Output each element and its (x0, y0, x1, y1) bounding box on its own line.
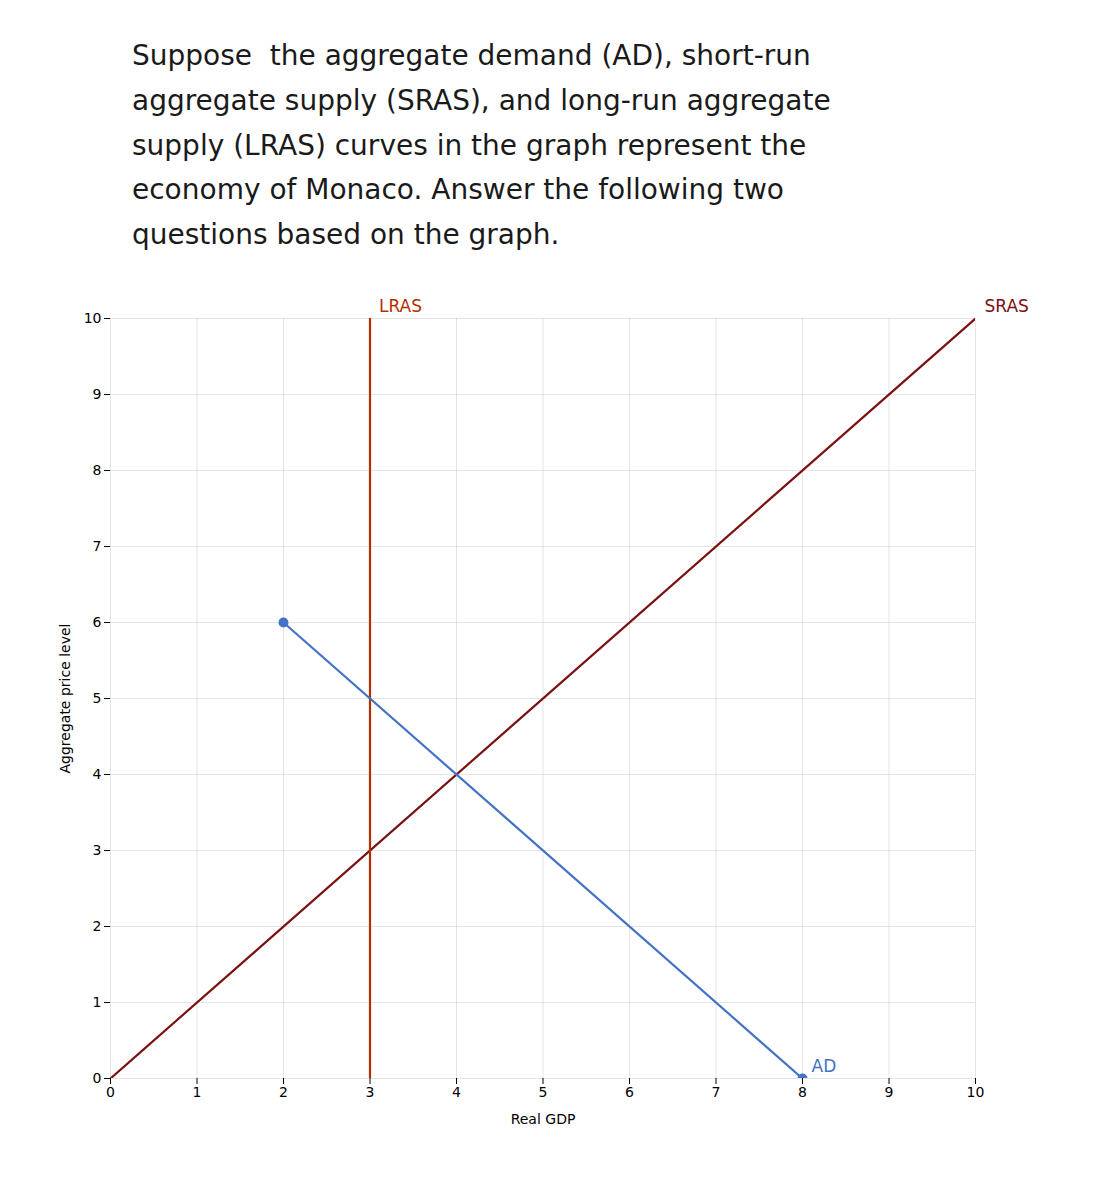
svg-text:0: 0 (106, 1084, 115, 1100)
svg-text:1: 1 (193, 1084, 202, 1100)
svg-text:Aggregate price level: Aggregate price level (57, 623, 73, 773)
svg-text:LRAS: LRAS (379, 296, 422, 316)
svg-text:4: 4 (93, 766, 102, 782)
svg-text:10: 10 (967, 1084, 985, 1100)
svg-text:9: 9 (93, 386, 102, 402)
svg-text:7: 7 (712, 1084, 721, 1100)
svg-text:9: 9 (885, 1084, 894, 1100)
svg-text:6: 6 (625, 1084, 634, 1100)
svg-text:AD: AD (812, 1056, 837, 1076)
svg-text:7: 7 (93, 538, 102, 554)
svg-text:8: 8 (93, 462, 102, 478)
svg-text:3: 3 (366, 1084, 375, 1100)
svg-text:1: 1 (93, 994, 102, 1010)
svg-text:5: 5 (539, 1084, 548, 1100)
html-text:Suppose the aggregate demand (: Suppose the aggregate demand (AD), short… (132, 39, 831, 252)
svg-text:6: 6 (93, 614, 102, 630)
svg-text:0: 0 (93, 1070, 102, 1086)
svg-text:SRAS: SRAS (985, 296, 1029, 316)
svg-text:4: 4 (452, 1084, 461, 1100)
svg-text:Real GDP: Real GDP (511, 1110, 576, 1126)
svg-text:2: 2 (93, 918, 102, 934)
svg-text:2: 2 (279, 1084, 288, 1100)
svg-text:3: 3 (93, 842, 102, 858)
svg-text:8: 8 (798, 1084, 807, 1100)
svg-text:5: 5 (93, 690, 102, 706)
svg-text:10: 10 (84, 310, 102, 326)
